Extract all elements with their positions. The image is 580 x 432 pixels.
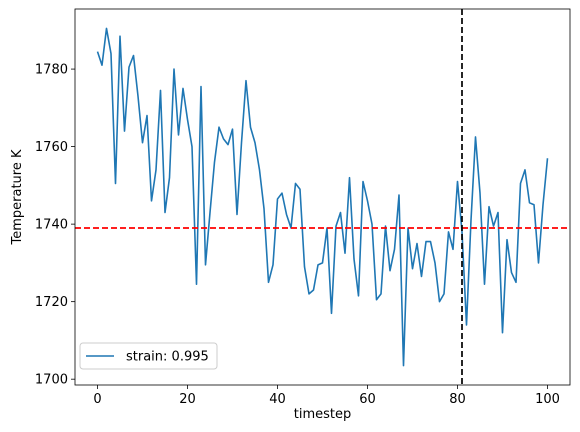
y-tick-label: 1740 bbox=[35, 218, 68, 233]
y-tick-label: 1760 bbox=[35, 140, 68, 155]
x-tick-label: 20 bbox=[179, 392, 196, 407]
series-line-0 bbox=[96, 27, 549, 367]
x-tick-label: 60 bbox=[359, 392, 376, 407]
legend-label: strain: 0.995 bbox=[126, 350, 209, 365]
plot-area bbox=[75, 9, 570, 385]
x-tick-label: 0 bbox=[93, 392, 101, 407]
x-tick-label: 100 bbox=[535, 392, 560, 407]
legend-box bbox=[79, 342, 218, 370]
y-axis-label: Temperature K bbox=[10, 149, 25, 245]
legend: strain: 0.995 bbox=[79, 342, 218, 370]
y-tick-label: 1780 bbox=[35, 63, 68, 78]
x-axis-label: timestep bbox=[294, 407, 352, 422]
y-tick-label: 1700 bbox=[35, 373, 68, 388]
x-tick-label: 40 bbox=[269, 392, 286, 407]
x-axis: 0 20 40 60 80 100 bbox=[93, 385, 560, 407]
y-tick-label: 1720 bbox=[35, 295, 68, 310]
axes-frame bbox=[74, 8, 571, 386]
y-axis: 1700 1720 1740 1760 1780 bbox=[35, 63, 75, 388]
x-tick-label: 80 bbox=[449, 392, 466, 407]
